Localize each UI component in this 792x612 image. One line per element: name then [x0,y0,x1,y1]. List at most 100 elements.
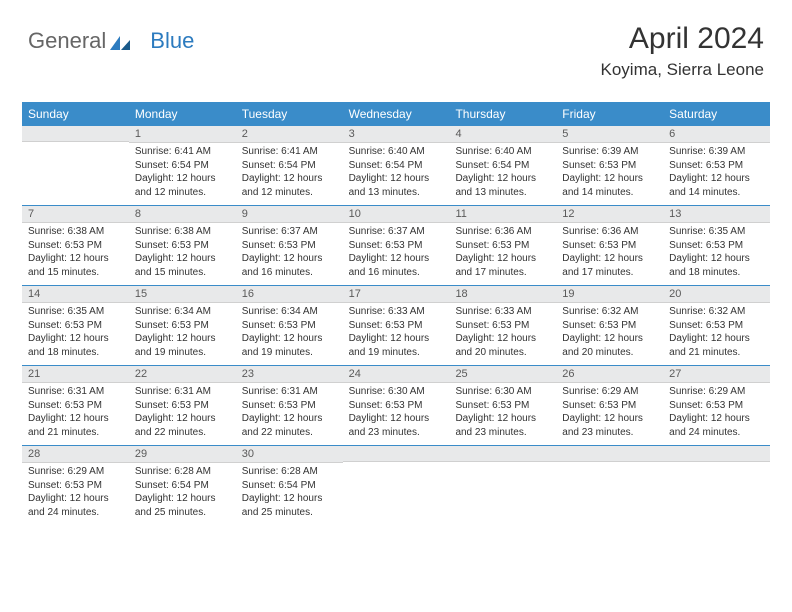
day-content: Sunrise: 6:35 AMSunset: 6:53 PMDaylight:… [22,303,129,365]
daylight-line: Daylight: 12 hours and 21 minutes. [669,332,764,359]
day-number: 15 [129,286,236,303]
day-cell: 17Sunrise: 6:33 AMSunset: 6:53 PMDayligh… [343,286,450,365]
sunset-line: Sunset: 6:53 PM [562,399,657,413]
sunset-line: Sunset: 6:53 PM [562,319,657,333]
daylight-line: Daylight: 12 hours and 13 minutes. [455,172,550,199]
sunset-line: Sunset: 6:54 PM [455,159,550,173]
day-cell: 28Sunrise: 6:29 AMSunset: 6:53 PMDayligh… [22,446,129,525]
daylight-line: Daylight: 12 hours and 21 minutes. [28,412,123,439]
sunset-line: Sunset: 6:53 PM [562,159,657,173]
sunset-line: Sunset: 6:53 PM [455,319,550,333]
day-number: 10 [343,206,450,223]
sunset-line: Sunset: 6:53 PM [349,319,444,333]
day-cell: 19Sunrise: 6:32 AMSunset: 6:53 PMDayligh… [556,286,663,365]
daylight-line: Daylight: 12 hours and 16 minutes. [349,252,444,279]
day-content: Sunrise: 6:30 AMSunset: 6:53 PMDaylight:… [343,383,450,445]
sunrise-line: Sunrise: 6:40 AM [455,145,550,159]
sunrise-line: Sunrise: 6:30 AM [455,385,550,399]
sunset-line: Sunset: 6:53 PM [669,239,764,253]
logo-text-blue: Blue [150,28,194,54]
daylight-line: Daylight: 12 hours and 15 minutes. [135,252,230,279]
day-content: Sunrise: 6:29 AMSunset: 6:53 PMDaylight:… [556,383,663,445]
sunrise-line: Sunrise: 6:36 AM [562,225,657,239]
day-cell: 1Sunrise: 6:41 AMSunset: 6:54 PMDaylight… [129,126,236,205]
sunrise-line: Sunrise: 6:31 AM [135,385,230,399]
sunset-line: Sunset: 6:54 PM [349,159,444,173]
day-cell: 29Sunrise: 6:28 AMSunset: 6:54 PMDayligh… [129,446,236,525]
day-cell [22,126,129,205]
day-number: 24 [343,366,450,383]
day-cell: 15Sunrise: 6:34 AMSunset: 6:53 PMDayligh… [129,286,236,365]
daylight-line: Daylight: 12 hours and 23 minutes. [349,412,444,439]
day-number: 9 [236,206,343,223]
day-number: 17 [343,286,450,303]
day-cell: 16Sunrise: 6:34 AMSunset: 6:53 PMDayligh… [236,286,343,365]
day-number: 21 [22,366,129,383]
daylight-line: Daylight: 12 hours and 17 minutes. [455,252,550,279]
day-content: Sunrise: 6:31 AMSunset: 6:53 PMDaylight:… [236,383,343,445]
calendar-header-row: SundayMondayTuesdayWednesdayThursdayFrid… [22,102,770,126]
page-title: April 2024 [601,22,764,56]
day-content: Sunrise: 6:36 AMSunset: 6:53 PMDaylight:… [449,223,556,285]
sunset-line: Sunset: 6:53 PM [349,239,444,253]
sunrise-line: Sunrise: 6:35 AM [669,225,764,239]
week-row: 7Sunrise: 6:38 AMSunset: 6:53 PMDaylight… [22,206,770,286]
day-number: 12 [556,206,663,223]
day-number: 29 [129,446,236,463]
day-content: Sunrise: 6:28 AMSunset: 6:54 PMDaylight:… [236,463,343,525]
sunrise-line: Sunrise: 6:39 AM [669,145,764,159]
daylight-line: Daylight: 12 hours and 14 minutes. [669,172,764,199]
day-number: 23 [236,366,343,383]
day-content [22,142,129,194]
daylight-line: Daylight: 12 hours and 17 minutes. [562,252,657,279]
day-content: Sunrise: 6:39 AMSunset: 6:53 PMDaylight:… [663,143,770,205]
sunset-line: Sunset: 6:54 PM [135,479,230,493]
day-cell: 26Sunrise: 6:29 AMSunset: 6:53 PMDayligh… [556,366,663,445]
sunrise-line: Sunrise: 6:28 AM [135,465,230,479]
sunset-line: Sunset: 6:53 PM [135,319,230,333]
day-content: Sunrise: 6:41 AMSunset: 6:54 PMDaylight:… [236,143,343,205]
daylight-line: Daylight: 12 hours and 25 minutes. [242,492,337,519]
sunset-line: Sunset: 6:53 PM [28,239,123,253]
day-cell: 20Sunrise: 6:32 AMSunset: 6:53 PMDayligh… [663,286,770,365]
day-cell: 12Sunrise: 6:36 AMSunset: 6:53 PMDayligh… [556,206,663,285]
sunset-line: Sunset: 6:53 PM [28,399,123,413]
day-number: 30 [236,446,343,463]
sunrise-line: Sunrise: 6:34 AM [242,305,337,319]
sunrise-line: Sunrise: 6:32 AM [669,305,764,319]
day-content: Sunrise: 6:38 AMSunset: 6:53 PMDaylight:… [22,223,129,285]
day-number: 19 [556,286,663,303]
sunrise-line: Sunrise: 6:40 AM [349,145,444,159]
day-cell [449,446,556,525]
sunrise-line: Sunrise: 6:31 AM [242,385,337,399]
day-content: Sunrise: 6:35 AMSunset: 6:53 PMDaylight:… [663,223,770,285]
sunrise-line: Sunrise: 6:29 AM [562,385,657,399]
daylight-line: Daylight: 12 hours and 20 minutes. [562,332,657,359]
day-number: 5 [556,126,663,143]
sunset-line: Sunset: 6:53 PM [669,159,764,173]
day-content: Sunrise: 6:38 AMSunset: 6:53 PMDaylight:… [129,223,236,285]
sunset-line: Sunset: 6:53 PM [28,319,123,333]
daylight-line: Daylight: 12 hours and 16 minutes. [242,252,337,279]
day-content: Sunrise: 6:34 AMSunset: 6:53 PMDaylight:… [129,303,236,365]
sunrise-line: Sunrise: 6:30 AM [349,385,444,399]
daylight-line: Daylight: 12 hours and 19 minutes. [135,332,230,359]
day-number: 16 [236,286,343,303]
day-content: Sunrise: 6:28 AMSunset: 6:54 PMDaylight:… [129,463,236,525]
day-number: 7 [22,206,129,223]
day-content: Sunrise: 6:33 AMSunset: 6:53 PMDaylight:… [343,303,450,365]
day-cell: 4Sunrise: 6:40 AMSunset: 6:54 PMDaylight… [449,126,556,205]
day-content: Sunrise: 6:41 AMSunset: 6:54 PMDaylight:… [129,143,236,205]
sunrise-line: Sunrise: 6:33 AM [455,305,550,319]
sunset-line: Sunset: 6:53 PM [455,399,550,413]
sunrise-line: Sunrise: 6:37 AM [242,225,337,239]
day-number: 22 [129,366,236,383]
day-cell: 11Sunrise: 6:36 AMSunset: 6:53 PMDayligh… [449,206,556,285]
day-number: 14 [22,286,129,303]
day-header-monday: Monday [129,102,236,126]
day-cell: 25Sunrise: 6:30 AMSunset: 6:53 PMDayligh… [449,366,556,445]
day-number: 2 [236,126,343,143]
day-cell [663,446,770,525]
logo-sail-icon [108,32,132,50]
day-cell: 27Sunrise: 6:29 AMSunset: 6:53 PMDayligh… [663,366,770,445]
